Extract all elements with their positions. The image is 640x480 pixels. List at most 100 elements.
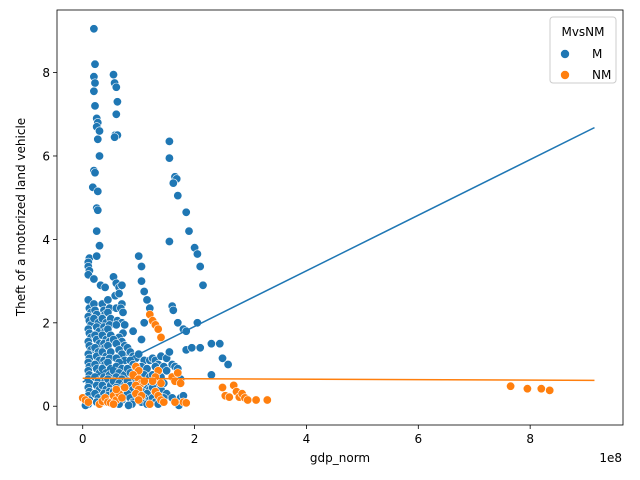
x-tick-label: 6: [414, 432, 422, 446]
point-nm: [117, 393, 127, 403]
regression-line-m: [82, 126, 595, 383]
point-m: [137, 261, 147, 271]
point-m: [184, 226, 194, 236]
point-m: [118, 307, 128, 317]
point-m: [111, 320, 121, 330]
point-m: [173, 191, 183, 201]
point-m: [187, 343, 197, 353]
point-m: [90, 78, 100, 88]
point-m: [215, 339, 225, 349]
point-nm: [224, 392, 234, 402]
point-m: [89, 86, 99, 96]
regression-lines: [82, 126, 595, 383]
point-nm: [218, 382, 228, 392]
point-m: [137, 334, 147, 344]
point-m: [111, 109, 121, 119]
point-m: [89, 274, 99, 284]
point-m: [195, 343, 205, 353]
plot-frame: [56, 9, 624, 426]
point-nm: [181, 398, 191, 408]
point-m: [128, 326, 138, 336]
legend-marker-m: [560, 49, 570, 59]
point-nm: [506, 381, 516, 391]
point-nm: [176, 378, 186, 388]
point-m: [164, 153, 174, 163]
x-tick-label: 2: [191, 432, 199, 446]
y-tick-label: 2: [42, 316, 50, 330]
point-m: [120, 320, 130, 330]
point-m: [164, 136, 174, 146]
points-layer: [78, 24, 555, 410]
point-m: [139, 318, 149, 328]
point-nm: [545, 385, 555, 395]
point-m: [114, 289, 124, 299]
legend-label-m: M: [592, 47, 602, 61]
point-nm: [134, 395, 144, 405]
point-nm: [522, 384, 532, 394]
point-m: [195, 261, 205, 271]
point-nm: [111, 384, 121, 394]
point-nm: [83, 397, 93, 407]
y-tick-label: 0: [42, 400, 50, 414]
point-nm: [173, 368, 183, 378]
point-m: [218, 353, 228, 363]
point-nm: [153, 324, 163, 334]
point-nm: [145, 399, 155, 409]
point-m: [168, 305, 178, 315]
x-axis-offset-text: 1e8: [599, 451, 622, 465]
legend-label-nm: NM: [592, 68, 611, 82]
point-m: [134, 251, 144, 261]
point-nm: [170, 397, 180, 407]
point-m: [117, 280, 127, 290]
y-axis-ticks: 0 2 4 6 8: [42, 66, 57, 414]
point-nm: [159, 397, 169, 407]
point-m: [164, 237, 174, 247]
point-m: [92, 226, 102, 236]
point-nm: [156, 332, 166, 342]
y-tick-label: 8: [42, 66, 50, 80]
point-nm: [120, 382, 130, 392]
point-m: [137, 276, 147, 286]
point-nm: [536, 384, 546, 394]
point-m: [93, 205, 103, 215]
point-nm: [262, 395, 272, 405]
y-tick-label: 4: [42, 233, 50, 247]
point-nm: [251, 395, 261, 405]
point-m: [198, 280, 208, 290]
point-m: [100, 282, 110, 292]
legend-marker-nm: [560, 70, 570, 80]
point-m: [192, 249, 202, 259]
point-m: [173, 318, 183, 328]
point-m: [164, 347, 174, 357]
point-nm: [156, 378, 166, 388]
regression-line-nm: [82, 377, 595, 382]
point-m: [89, 24, 99, 34]
point-m: [112, 97, 122, 107]
point-m: [90, 101, 100, 111]
point-nm: [109, 399, 119, 409]
point-m: [111, 82, 121, 92]
point-m: [95, 241, 105, 251]
point-m: [206, 339, 216, 349]
point-m: [95, 126, 105, 136]
point-m: [93, 134, 103, 144]
point-m: [168, 178, 178, 188]
point-m: [223, 359, 233, 369]
point-m: [124, 400, 134, 410]
point-m: [90, 59, 100, 69]
point-m: [139, 286, 149, 296]
x-tick-label: 0: [79, 432, 87, 446]
x-tick-label: 8: [526, 432, 534, 446]
point-m: [142, 295, 152, 305]
x-axis-ticks: 0 2 4 6 8: [79, 425, 534, 446]
x-axis-label: gdp_norm: [310, 451, 370, 465]
legend-title: MvsNM: [561, 25, 604, 39]
point-m: [95, 151, 105, 161]
x-tick-label: 4: [303, 432, 311, 446]
point-m: [92, 251, 102, 261]
point-m: [103, 295, 113, 305]
point-m: [109, 70, 119, 80]
legend-box: [549, 16, 617, 84]
point-m: [93, 186, 103, 196]
